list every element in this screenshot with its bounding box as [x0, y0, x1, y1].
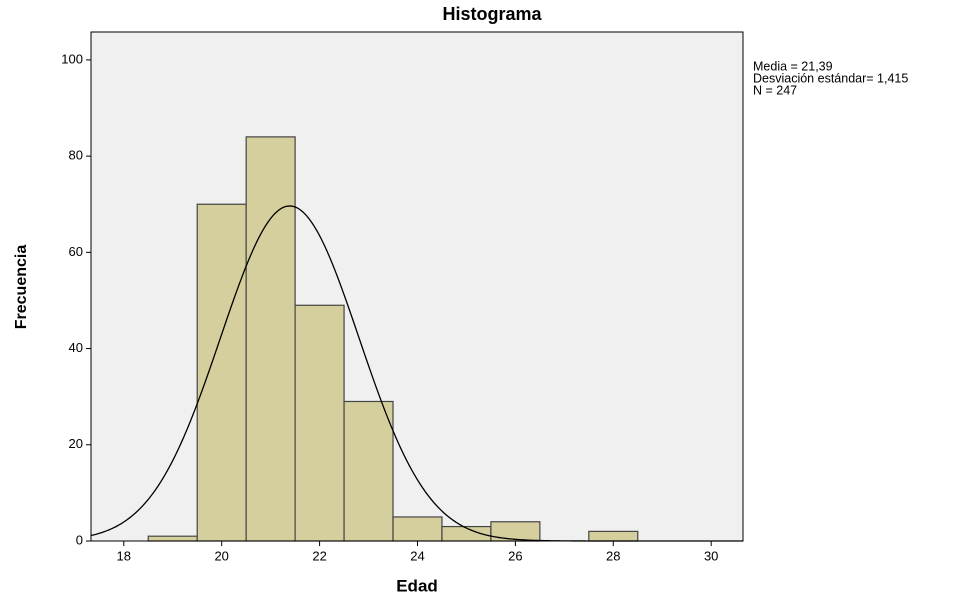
y-axis-label: Frecuencia: [13, 245, 30, 330]
x-tick-label: 18: [117, 548, 131, 563]
x-tick-label: 28: [606, 548, 620, 563]
y-tick-label: 0: [76, 532, 83, 547]
plot-area: [90, 31, 744, 542]
x-axis-label: Edad: [396, 576, 438, 595]
x-tick-label: 24: [410, 548, 424, 563]
x-tick-label: 30: [704, 548, 718, 563]
x-tick-label: 26: [508, 548, 522, 563]
bar: [392, 516, 443, 542]
bar: [490, 521, 541, 542]
bar: [294, 304, 345, 542]
x-tick-label: 22: [312, 548, 326, 563]
bar: [588, 530, 639, 542]
bar: [147, 535, 198, 542]
annotation: Media = 21,39: [753, 59, 833, 73]
bar: [196, 203, 247, 542]
y-tick-label: 80: [69, 148, 83, 163]
y-tick-label: 20: [69, 436, 83, 451]
y-tick-label: 60: [69, 244, 83, 259]
bar: [343, 400, 394, 542]
annotation: Desviación estándar= 1,415: [753, 71, 908, 85]
y-tick-label: 100: [61, 51, 83, 66]
x-tick-label: 20: [214, 548, 228, 563]
chart-title: Histograma: [442, 4, 542, 24]
bar: [245, 136, 296, 542]
annotation: N = 247: [753, 83, 797, 97]
y-tick-label: 40: [69, 340, 83, 355]
